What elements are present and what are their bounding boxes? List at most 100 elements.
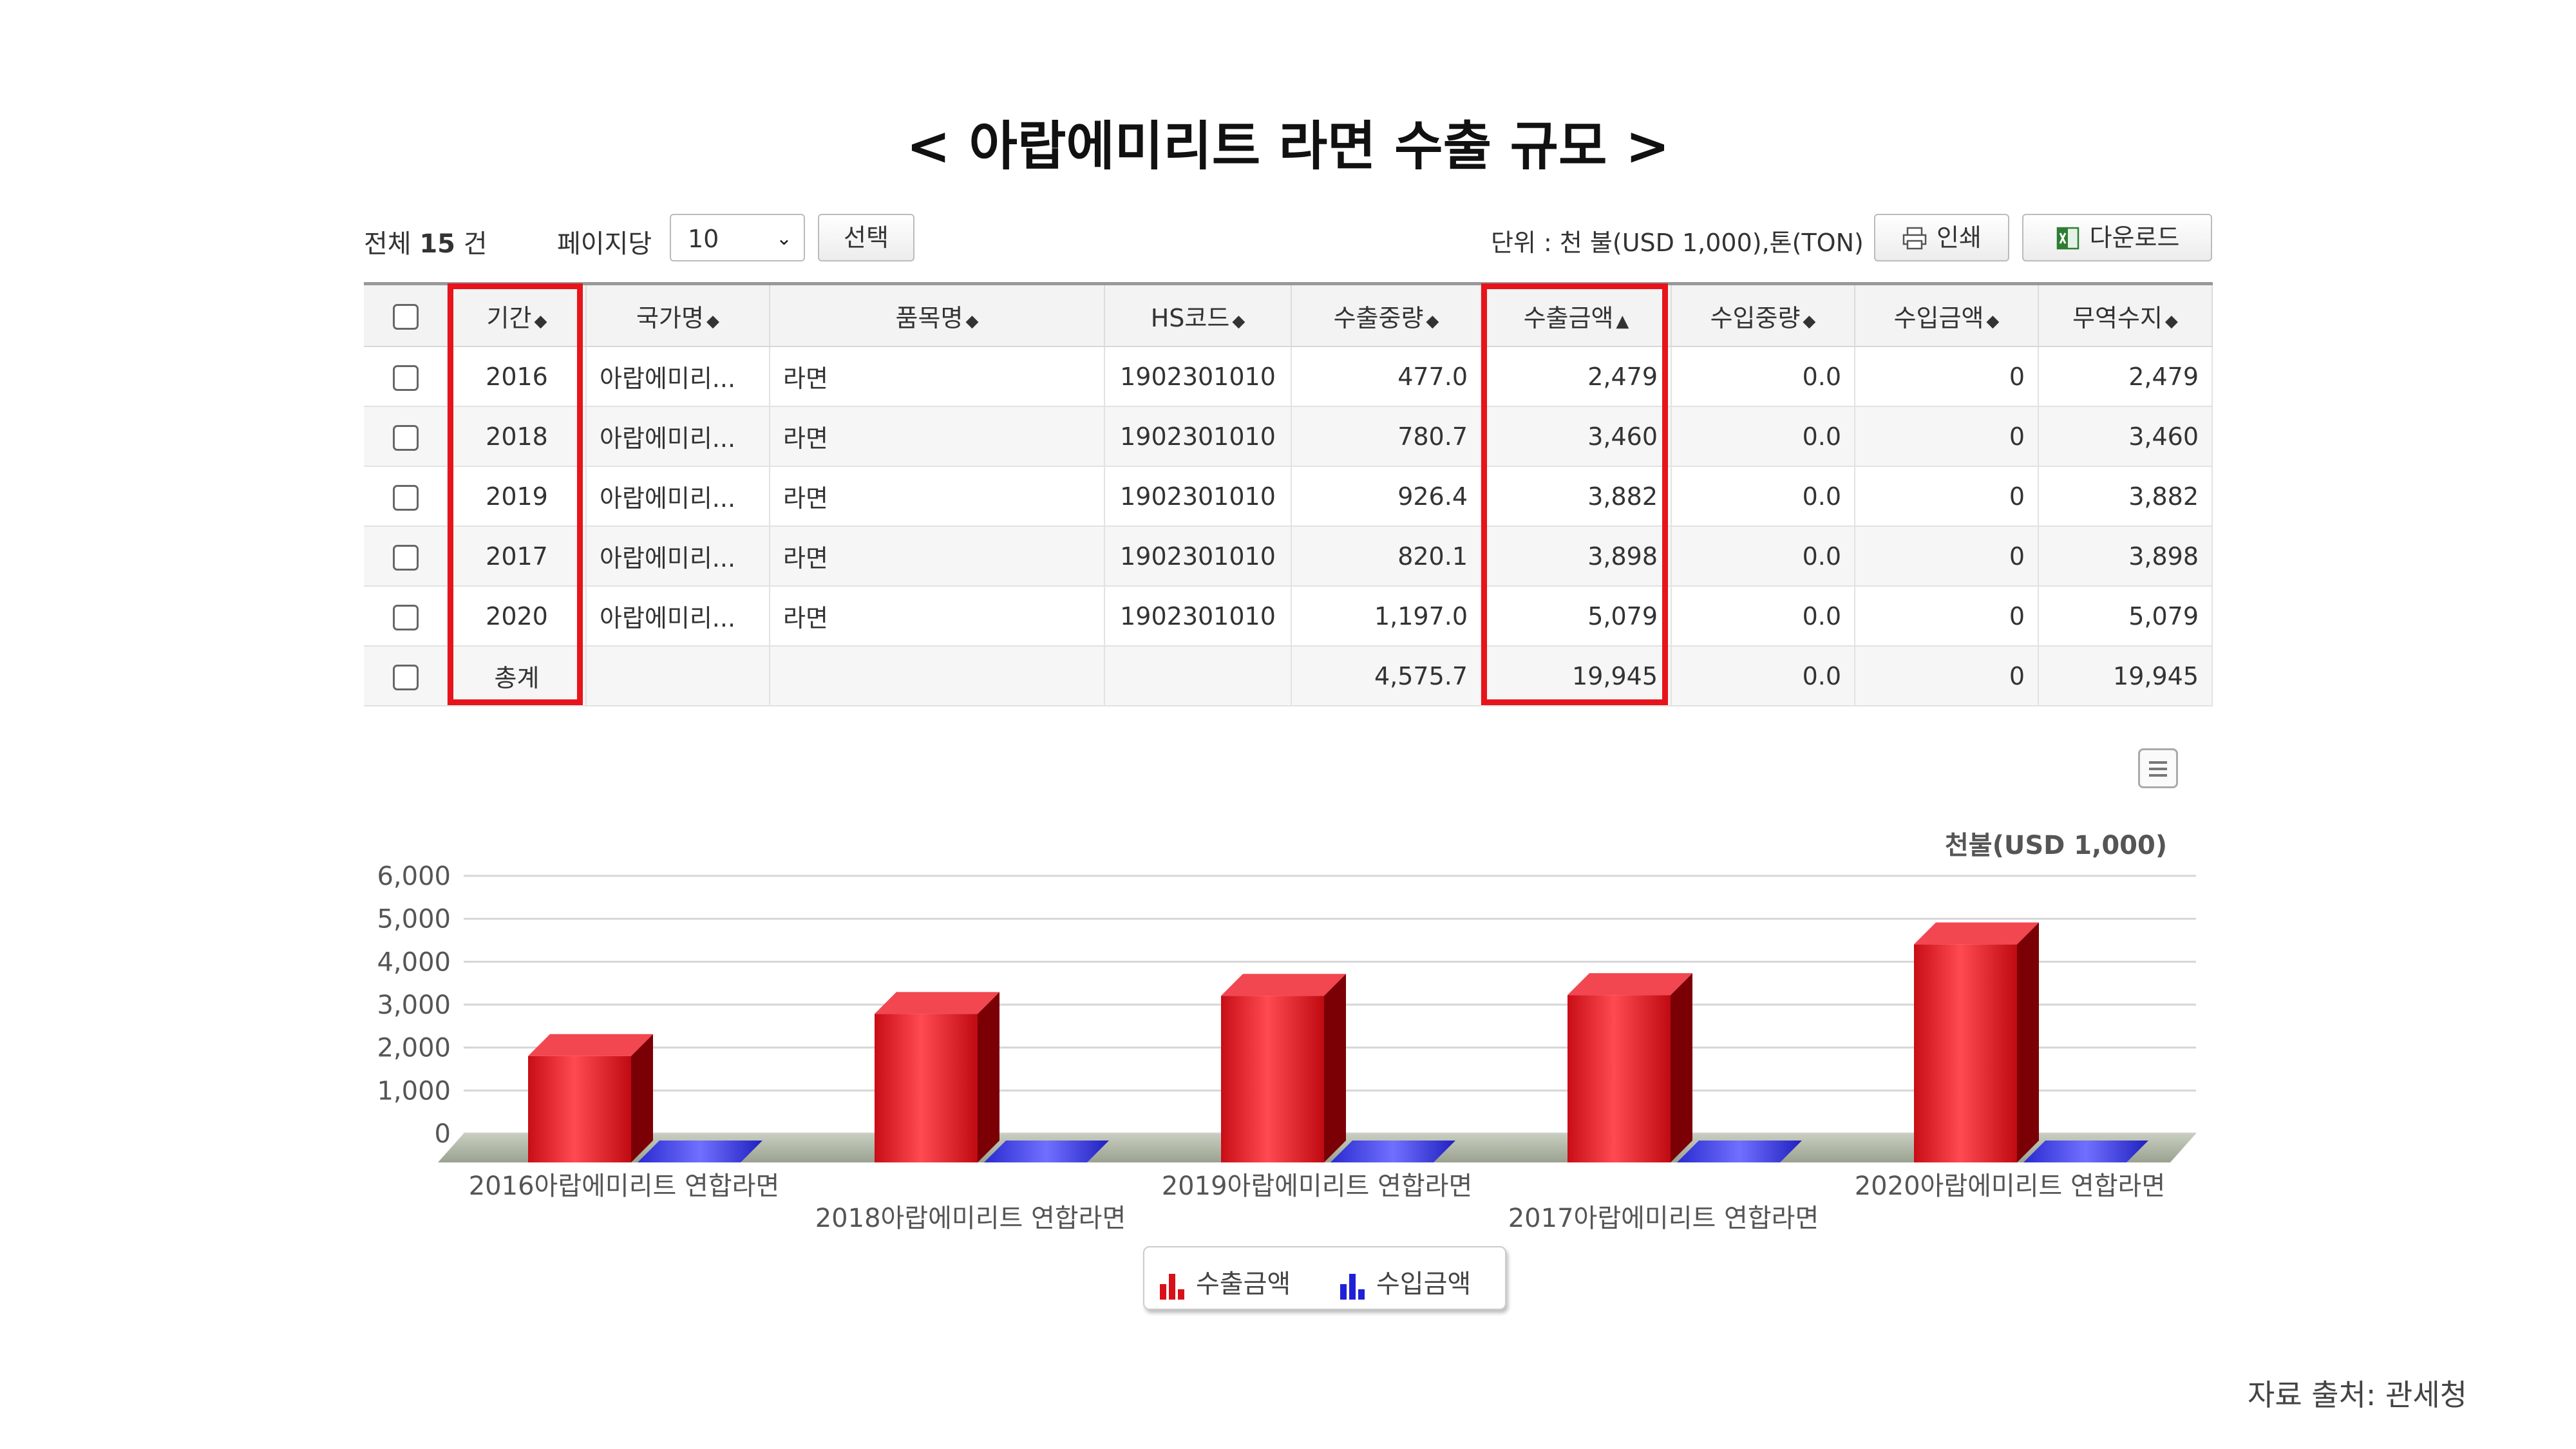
printer-icon — [1902, 227, 1927, 250]
y-tick-label: 3,000 — [377, 990, 451, 1020]
cell-hs-code: 1902301010 — [1104, 346, 1292, 407]
row-checkbox[interactable] — [392, 484, 419, 511]
bar-side — [1324, 974, 1346, 1162]
legend-item-export[interactable]: 수출금액 — [1159, 1263, 1291, 1300]
menu-icon[interactable] — [2138, 748, 2178, 788]
cell-export-amount: 3,882 — [1481, 466, 1672, 527]
cell-trade-balance: 5,079 — [2038, 586, 2213, 647]
cell-period: 2019 — [448, 466, 587, 527]
header-import-weight[interactable]: 수입중량 ◆ — [1671, 283, 1855, 347]
legend-item-import[interactable]: 수입금액 — [1339, 1263, 1471, 1300]
y-tick-label: 5,000 — [377, 905, 451, 934]
cell-hs-code: 1902301010 — [1104, 526, 1292, 587]
cell-import-weight: 0.0 — [1671, 646, 1855, 706]
row-checkbox[interactable] — [392, 365, 419, 391]
bar-side — [631, 1034, 653, 1162]
cell-import-amount: 0 — [1855, 646, 2039, 706]
row-checkbox[interactable] — [392, 664, 419, 690]
table-row[interactable]: 2016 아랍에미리... 라면 1902301010 477.0 2,479 … — [364, 346, 2213, 407]
row-checkbox-cell — [364, 586, 448, 647]
bar — [984, 1141, 1109, 1162]
header-country[interactable]: 국가명 ◆ — [586, 283, 770, 347]
sort-icon[interactable]: ◆ — [706, 311, 719, 331]
total-count: 전체 15 건 — [364, 223, 488, 260]
x-tick-label: 2018아랍에미리트 연합라면 — [815, 1204, 1126, 1233]
cell-item: 라면 — [770, 466, 1105, 527]
bar-top — [875, 992, 999, 1014]
row-checkbox[interactable] — [392, 604, 419, 630]
table-row[interactable]: 2018 아랍에미리... 라면 1902301010 780.7 3,460 … — [364, 406, 2213, 467]
download-button[interactable]: 다운로드 — [2022, 214, 2212, 261]
cell-period: 2017 — [448, 526, 587, 587]
table-row[interactable]: 2020 아랍에미리... 라면 1902301010 1,197.0 5,07… — [364, 586, 2213, 647]
cell-import-weight: 0.0 — [1671, 526, 1855, 587]
select-all-checkbox[interactable] — [392, 304, 419, 330]
bar — [875, 1014, 978, 1162]
sort-icon[interactable]: ◆ — [534, 311, 547, 331]
header-import-amount[interactable]: 수입금액 ◆ — [1855, 283, 2039, 347]
cell-item: 라면 — [770, 526, 1105, 587]
bar-side — [978, 992, 999, 1162]
header-export-weight[interactable]: 수출중량 ◆ — [1291, 283, 1482, 347]
bar — [1677, 1141, 1802, 1162]
cell-item: 라면 — [770, 586, 1105, 647]
cell-period: 2016 — [448, 346, 587, 407]
cell-import-amount: 0 — [1855, 406, 2039, 467]
cell-hs-code: 1902301010 — [1104, 466, 1292, 527]
sort-icon[interactable]: ◆ — [1986, 311, 2000, 331]
sort-icon[interactable]: ◆ — [1426, 311, 1439, 331]
download-label: 다운로드 — [2089, 223, 2180, 252]
print-button[interactable]: 인쇄 — [1874, 214, 2009, 261]
per-page-label: 페이지당 — [557, 229, 652, 259]
bar-chart-icon — [1159, 1271, 1187, 1300]
x-tick-label: 2017아랍에미리트 연합라면 — [1508, 1204, 1819, 1233]
select-all-cell — [364, 283, 448, 347]
cell-import-weight: 0.0 — [1671, 466, 1855, 527]
row-checkbox[interactable] — [392, 544, 419, 571]
period-column-highlight — [448, 283, 583, 705]
cell-import-weight: 0.0 — [1671, 586, 1855, 647]
cell-country: 아랍에미리... — [586, 466, 770, 527]
table-row[interactable]: 2017 아랍에미리... 라면 1902301010 820.1 3,898 … — [364, 526, 2213, 587]
legend-label-export: 수출금액 — [1196, 1269, 1291, 1299]
cell-period: 총계 — [448, 646, 587, 706]
sort-icon[interactable]: ◆ — [1232, 311, 1245, 331]
bar — [1221, 996, 1324, 1162]
chart-bars — [528, 922, 2148, 1162]
bar-top — [1567, 973, 1692, 996]
total-prefix: 전체 — [364, 229, 412, 259]
header-period[interactable]: 기간 ◆ — [448, 283, 587, 347]
bar-chart-icon — [1339, 1271, 1367, 1300]
sort-icon[interactable]: ◆ — [2164, 311, 2178, 331]
bar-top — [528, 1034, 653, 1056]
cell-country — [586, 646, 770, 706]
sort-icon[interactable]: ◆ — [1803, 311, 1816, 331]
table-row[interactable]: 2019 아랍에미리... 라면 1902301010 926.4 3,882 … — [364, 466, 2213, 527]
bar — [1567, 995, 1671, 1162]
header-export-amount[interactable]: 수출금액 ▲ — [1481, 283, 1672, 347]
per-page-select[interactable]: 10 ⌄ — [670, 214, 805, 261]
select-button[interactable]: 선택 — [818, 214, 914, 261]
cell-export-amount: 19,945 — [1481, 646, 1672, 706]
cell-export-weight: 926.4 — [1291, 466, 1482, 527]
total-row: 총계 4,575.7 19,945 0.0 0 19,945 — [364, 646, 2213, 706]
header-hs-code[interactable]: HS코드 ◆ — [1104, 283, 1292, 347]
sort-icon[interactable]: ◆ — [965, 311, 979, 331]
table-header-row: 기간 ◆ 국가명 ◆ 품목명 ◆ HS코드 ◆ 수출중량 ◆ 수출금액 ▲ 수입중량 ◆ 수입… — [364, 283, 2213, 347]
bar-side — [2017, 922, 2039, 1162]
export-amount-column-highlight — [1481, 283, 1668, 705]
header-trade-balance[interactable]: 무역수지 ◆ — [2038, 283, 2213, 347]
cell-export-weight: 820.1 — [1291, 526, 1482, 587]
row-checkbox[interactable] — [392, 424, 419, 451]
chevron-down-icon: ⌄ — [775, 227, 792, 250]
cell-export-amount: 2,479 — [1481, 346, 1672, 407]
chart-legend[interactable]: 수출금액 수입금액 — [1143, 1246, 1506, 1310]
row-checkbox-cell — [364, 406, 448, 467]
bar — [528, 1056, 631, 1162]
cell-country: 아랍에미리... — [586, 406, 770, 467]
cell-hs-code: 1902301010 — [1104, 406, 1292, 467]
sort-up-icon[interactable]: ▲ — [1616, 311, 1629, 331]
header-item[interactable]: 품목명 ◆ — [770, 283, 1105, 347]
cell-trade-balance: 3,898 — [2038, 526, 2213, 587]
